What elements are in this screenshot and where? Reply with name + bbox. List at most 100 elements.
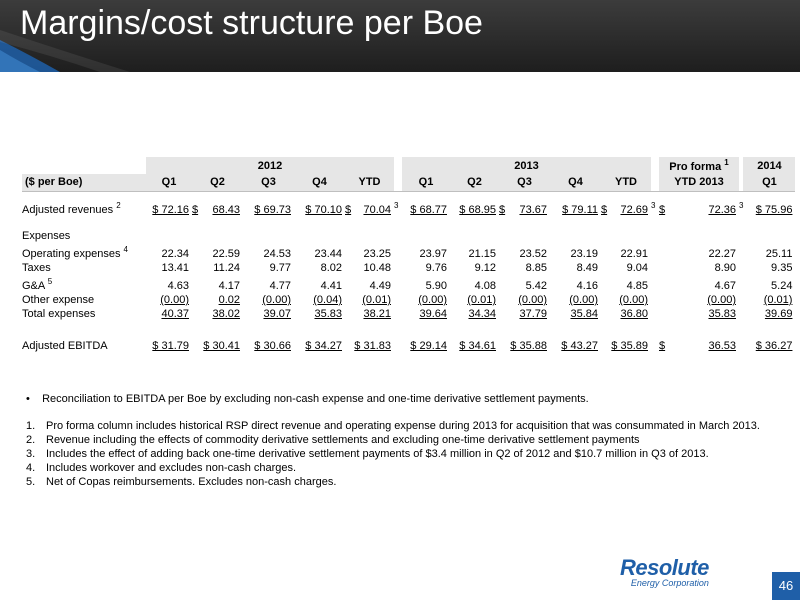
table-cell: 4.63	[167, 280, 189, 292]
table-cell: 22.34	[161, 248, 189, 260]
cost-structure-table: 2012 2013 Pro forma 1 2014 ($ per Boe) Q…	[22, 157, 796, 352]
table-cell: (0.04)	[313, 294, 342, 306]
table-cell: $72.69	[601, 204, 648, 216]
table-cell: 36.80	[620, 308, 648, 320]
quarter-header: Q1	[743, 174, 796, 192]
table-cell: 23.19	[570, 248, 598, 260]
table-cell: (0.00)	[619, 294, 648, 306]
table-cell: 22.91	[620, 248, 648, 260]
expense-row: Operating expenses 4 22.34 22.59 24.53 2…	[22, 245, 795, 260]
expense-row: G&A 5 4.63 4.17 4.77 4.41 4.49 5.90 4.08…	[22, 277, 795, 292]
quarter-header: Q1	[402, 174, 450, 192]
table-cell: $73.67	[499, 204, 547, 216]
table-cell: $ 31.83	[354, 340, 391, 352]
table-cell: 22.59	[212, 248, 240, 260]
table-cell: 24.53	[263, 248, 291, 260]
quarter-header-row: ($ per Boe) Q1 Q2 Q3 Q4 YTD Q1 Q2 Q3 Q4 …	[22, 174, 796, 192]
table-cell: 9.04	[626, 262, 648, 274]
table-cell: 4.16	[576, 280, 598, 292]
quarter-header: Q4	[550, 174, 601, 192]
table-cell: 0.02	[218, 294, 240, 306]
logo-subtitle: Energy Corporation	[630, 578, 709, 588]
footnote: 3. Includes the effect of adding back one…	[26, 448, 709, 460]
adjusted-ebitda-row: Adjusted EBITDA $ 31.79 $ 30.41 $ 30.66 …	[22, 338, 795, 352]
table-cell: $ 72.16	[152, 204, 189, 216]
table-cell: 23.44	[314, 248, 342, 260]
quarter-header: YTD	[345, 174, 394, 192]
table-cell: 39.64	[419, 308, 447, 320]
table-cell: 4.67	[714, 280, 736, 292]
table-cell: 4.85	[626, 280, 648, 292]
footnote-ref: 3	[651, 201, 656, 210]
table-cell: $ 36.27	[755, 340, 793, 352]
row-label: Taxes	[22, 262, 51, 274]
year-2013-header: 2013	[402, 157, 651, 174]
table-cell: 35.83	[708, 308, 736, 320]
table-cell: 4.17	[218, 280, 240, 292]
banner-swoosh-graphic	[0, 30, 130, 72]
company-logo: Resolute Energy Corporation	[620, 555, 709, 588]
table-cell: (0.00)	[569, 294, 598, 306]
table-cell: $ 30.41	[203, 340, 240, 352]
footnote: 2. Revenue including the effects of commo…	[26, 434, 640, 446]
table-cell: 34.34	[468, 308, 496, 320]
table-cell: 5.24	[771, 280, 793, 292]
table-cell: $70.04	[345, 204, 391, 216]
table-cell: 39.07	[263, 308, 291, 320]
table-cell: 4.49	[369, 280, 391, 292]
footnote: 1. Pro forma column includes historical R…	[26, 420, 760, 432]
year-header-row: 2012 2013 Pro forma 1 2014	[22, 157, 796, 174]
table-cell: 5.42	[525, 280, 547, 292]
row-label: Adjusted revenues 2	[22, 201, 121, 216]
footnote: 4. Includes workover and excludes non-cas…	[26, 462, 297, 474]
table-cell: $ 70.10	[305, 204, 342, 216]
table-cell: (0.00)	[707, 294, 736, 306]
table-cell: $ 29.14	[410, 340, 447, 352]
page-title: Margins/cost structure per Boe	[20, 4, 483, 42]
footnotes-list: 1. Pro forma column includes historical R…	[26, 419, 760, 489]
table-cell: $ 34.61	[459, 340, 496, 352]
table-cell: 38.02	[212, 308, 240, 320]
table-cell: 38.21	[363, 308, 391, 320]
table-cell: 22.27	[708, 248, 736, 260]
table-cell: $72.36	[659, 204, 736, 216]
table-cell: 4.77	[269, 280, 291, 292]
table-cell: 5.90	[425, 280, 447, 292]
expense-row: Other expense (0.00) 0.02 (0.00) (0.04) …	[22, 292, 795, 306]
quarter-header: Q3	[499, 174, 550, 192]
proforma-header: Pro forma 1	[659, 157, 739, 174]
table-cell: 23.25	[363, 248, 391, 260]
footnote: 5. Net of Copas reimbursements. Excludes …	[26, 476, 337, 488]
bullet-dot: •	[26, 393, 43, 405]
table-cell: 8.02	[320, 262, 342, 274]
table-cell: 21.15	[468, 248, 496, 260]
table-cell: (0.01)	[763, 294, 793, 306]
table-cell: 13.41	[161, 262, 189, 274]
table-cell: $ 35.89	[611, 340, 648, 352]
footnote-ref: 3	[394, 201, 399, 210]
year-2012-header: 2012	[146, 157, 394, 174]
adjusted-revenues-row: Adjusted revenues 2 $ 72.16 $68.43 $ 69.…	[22, 201, 795, 216]
title-banner: Margins/cost structure per Boe	[0, 0, 800, 72]
row-label: G&A 5	[22, 277, 53, 292]
footnote-ref: 3	[739, 201, 744, 210]
row-label: Total expenses	[22, 308, 96, 320]
expense-row: Taxes 13.41 11.24 9.77 8.02 10.48 9.76 9…	[22, 260, 795, 274]
row-label: Other expense	[22, 294, 95, 306]
units-label: ($ per Boe)	[22, 174, 146, 192]
table-cell: 9.77	[269, 262, 291, 274]
table-cell: $ 31.79	[152, 340, 189, 352]
table-cell: 40.37	[161, 308, 189, 320]
quarter-header: Q1	[146, 174, 192, 192]
table-cell: (0.00)	[518, 294, 547, 306]
table-cell: 35.83	[314, 308, 342, 320]
bullet-text: Reconciliation to EBITDA per Boe by excl…	[42, 393, 589, 405]
table-cell: $36.53	[659, 340, 736, 352]
table-cell: 10.48	[363, 262, 391, 274]
table-cell: 37.79	[519, 308, 547, 320]
table-cell: (0.00)	[418, 294, 447, 306]
year-2014-header: 2014	[743, 157, 796, 174]
table-cell: 4.08	[474, 280, 496, 292]
table-cell: $68.43	[192, 204, 240, 216]
table-cell: (0.00)	[262, 294, 291, 306]
